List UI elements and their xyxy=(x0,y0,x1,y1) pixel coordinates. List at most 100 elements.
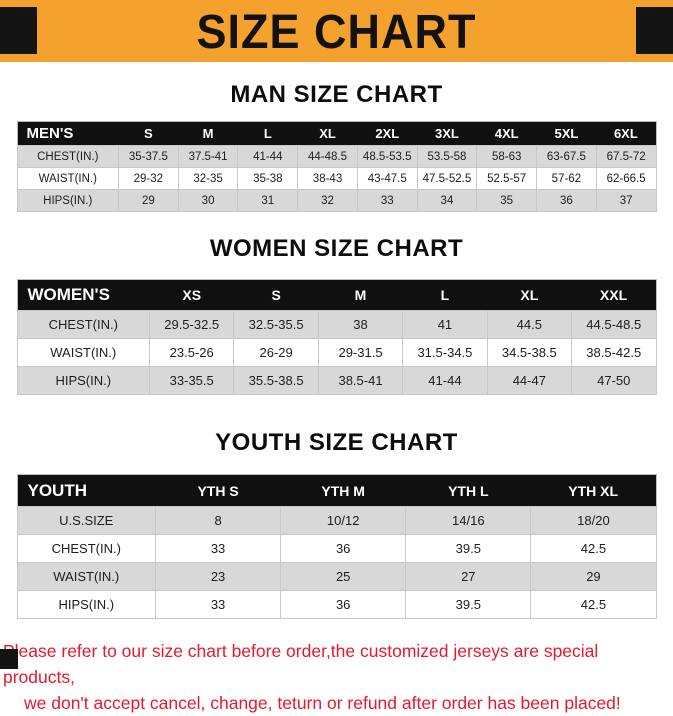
size-column-header: L xyxy=(237,121,298,146)
table-cell: 35-37.5 xyxy=(118,145,179,168)
row-label: HIPS(IN.) xyxy=(16,366,150,395)
table-cell: 47-50 xyxy=(571,366,657,395)
size-table: MEN'S S M L XL 2XL 3XL 4XL 5XL 6XL CHEST(IN.) 35-37… xyxy=(16,121,657,212)
table-cell: 23.5-26 xyxy=(148,338,235,367)
table-header-row: YOUTH YTH S YTH M YTH L YTH XL xyxy=(17,474,656,507)
table-cell: 32 xyxy=(297,189,358,212)
women-size-table-container: WOMEN'S XS S M L XL XXL CHEST(IN.) 29.5-32.5 32.5… xyxy=(16,279,657,395)
table-row: HIPS(IN.) 29 30 31 32 33 34 35 36 37 xyxy=(16,189,657,212)
table-row: WAIST(IN.) 29-32 32-35 35-38 38-43 43-47.5 47.… xyxy=(16,167,657,190)
table-row: WAIST(IN.) 23.5-26 26-29 29-31.5 31.5-34.5 34… xyxy=(16,338,657,367)
corner-block-bottom-left xyxy=(0,649,18,669)
table-cell: 37.5-41 xyxy=(177,145,239,168)
table-cell: 33 xyxy=(154,534,282,563)
disclaimer-line-2: we don't accept cancel, change, teturn o… xyxy=(24,693,621,713)
disclaimer-line-1: Please refer to our size chart before or… xyxy=(3,641,599,687)
table-cell: 57-62 xyxy=(536,167,597,190)
page-title: SIZE CHART xyxy=(196,3,477,59)
size-column-header: XXL xyxy=(571,279,656,311)
table-row: CHEST(IN.) 35-37.5 37.5-41 41-44 44-48.5 48.5… xyxy=(16,145,657,168)
size-column-header: L xyxy=(402,279,488,311)
size-column-header: XS xyxy=(149,279,234,311)
table-cell: 58-63 xyxy=(476,145,538,168)
table-cell: 33 xyxy=(356,189,418,212)
size-column-header: 3XL xyxy=(417,121,477,146)
table-cell: 30 xyxy=(177,189,239,212)
table-cell: 38-43 xyxy=(297,167,358,190)
table-cell: 36 xyxy=(280,534,407,563)
size-column-header: 6XL xyxy=(596,121,656,146)
table-cell: 36 xyxy=(536,189,597,212)
table-cell: 44-48.5 xyxy=(297,145,358,168)
row-label: WAIST(IN.) xyxy=(16,338,150,367)
size-column-header: YTH XL xyxy=(530,474,656,507)
table-cell: 33 xyxy=(154,590,282,619)
table-cell: 41 xyxy=(402,310,488,339)
table-cell: 35-38 xyxy=(237,167,299,190)
size-column-header: S xyxy=(233,279,319,311)
size-column-header: 2XL xyxy=(357,121,418,146)
table-cell: 39.5 xyxy=(405,534,532,563)
size-table: YOUTH YTH S YTH M YTH L YTH XL U.S.SIZE 8 10/12… xyxy=(16,474,657,619)
table-cell: 38 xyxy=(317,310,404,339)
table-cell: 26-29 xyxy=(233,338,319,367)
table-row: CHEST(IN.) 29.5-32.5 32.5-35.5 38 41 44.5 44.5… xyxy=(16,310,657,339)
size-column-header: 5XL xyxy=(536,121,597,146)
table-cell: 42.5 xyxy=(530,534,657,563)
table-row: CHEST(IN.) 33 36 39.5 42.5 xyxy=(16,534,657,563)
row-label: CHEST(IN.) xyxy=(16,534,156,563)
men-size-table-container: MEN'S S M L XL 2XL 3XL 4XL 5XL 6XL CHEST(IN.) 35-37… xyxy=(16,121,657,212)
table-cell: 10/12 xyxy=(280,506,407,535)
size-column-header: XL xyxy=(487,279,572,311)
table-cell: 29.5-32.5 xyxy=(148,310,235,339)
size-column-header: S xyxy=(118,121,179,146)
table-cell: 29 xyxy=(118,189,179,212)
table-cell: 29-32 xyxy=(118,167,179,190)
table-cell: 35.5-38.5 xyxy=(233,366,319,395)
table-cell: 44-47 xyxy=(486,366,573,395)
table-cell: 34 xyxy=(416,189,478,212)
table-cell: 29 xyxy=(530,562,657,591)
section-heading-men: MAN SIZE CHART xyxy=(230,81,443,108)
table-cell: 67.5-72 xyxy=(595,145,657,168)
table-cell: 39.5 xyxy=(405,590,532,619)
table-cell: 32-35 xyxy=(177,167,239,190)
table-cell: 44.5-48.5 xyxy=(571,310,657,339)
disclaimer-text: Please refer to our size chart before or… xyxy=(0,638,673,716)
table-cell: 18/20 xyxy=(530,506,657,535)
row-label: WAIST(IN.) xyxy=(16,562,156,591)
table-cell: 62-66.5 xyxy=(595,167,657,190)
size-column-header: M xyxy=(178,121,238,146)
table-cell: 27 xyxy=(405,562,532,591)
table-title-cell: WOMEN'S xyxy=(17,279,150,311)
table-cell: 35 xyxy=(476,189,538,212)
table-cell: 43-47.5 xyxy=(356,167,418,190)
table-cell: 33-35.5 xyxy=(148,366,235,395)
table-cell: 25 xyxy=(280,562,407,591)
size-table: WOMEN'S XS S M L XL XXL CHEST(IN.) 29.5-32.5 32.5… xyxy=(16,279,657,395)
corner-block-top-left xyxy=(0,7,37,54)
section-heading-youth: YOUTH SIZE CHART xyxy=(215,429,458,456)
size-column-header: XL xyxy=(297,121,358,146)
table-cell: 23 xyxy=(154,562,282,591)
table-cell: 38.5-41 xyxy=(317,366,404,395)
row-label: HIPS(IN.) xyxy=(16,590,156,619)
title-banner: SIZE CHART xyxy=(0,0,673,62)
size-column-header: YTH M xyxy=(280,474,406,507)
table-cell: 63-67.5 xyxy=(536,145,597,168)
youth-size-table-container: YOUTH YTH S YTH M YTH L YTH XL U.S.SIZE 8 10/12… xyxy=(16,474,657,619)
row-label: U.S.SIZE xyxy=(16,506,156,535)
table-cell: 52.5-57 xyxy=(476,167,538,190)
table-cell: 8 xyxy=(154,506,282,535)
table-header-row: WOMEN'S XS S M L XL XXL xyxy=(17,279,656,311)
size-column-header: 4XL xyxy=(476,121,537,146)
row-label: HIPS(IN.) xyxy=(16,189,119,212)
row-label: CHEST(IN.) xyxy=(16,310,150,339)
row-label: CHEST(IN.) xyxy=(16,145,119,168)
table-cell: 32.5-35.5 xyxy=(233,310,319,339)
section-heading-women: WOMEN SIZE CHART xyxy=(209,235,464,262)
table-row: U.S.SIZE 8 10/12 14/16 18/20 xyxy=(16,506,657,535)
table-cell: 41-44 xyxy=(402,366,488,395)
table-cell: 14/16 xyxy=(405,506,532,535)
table-row: WAIST(IN.) 23 25 27 29 xyxy=(16,562,657,591)
